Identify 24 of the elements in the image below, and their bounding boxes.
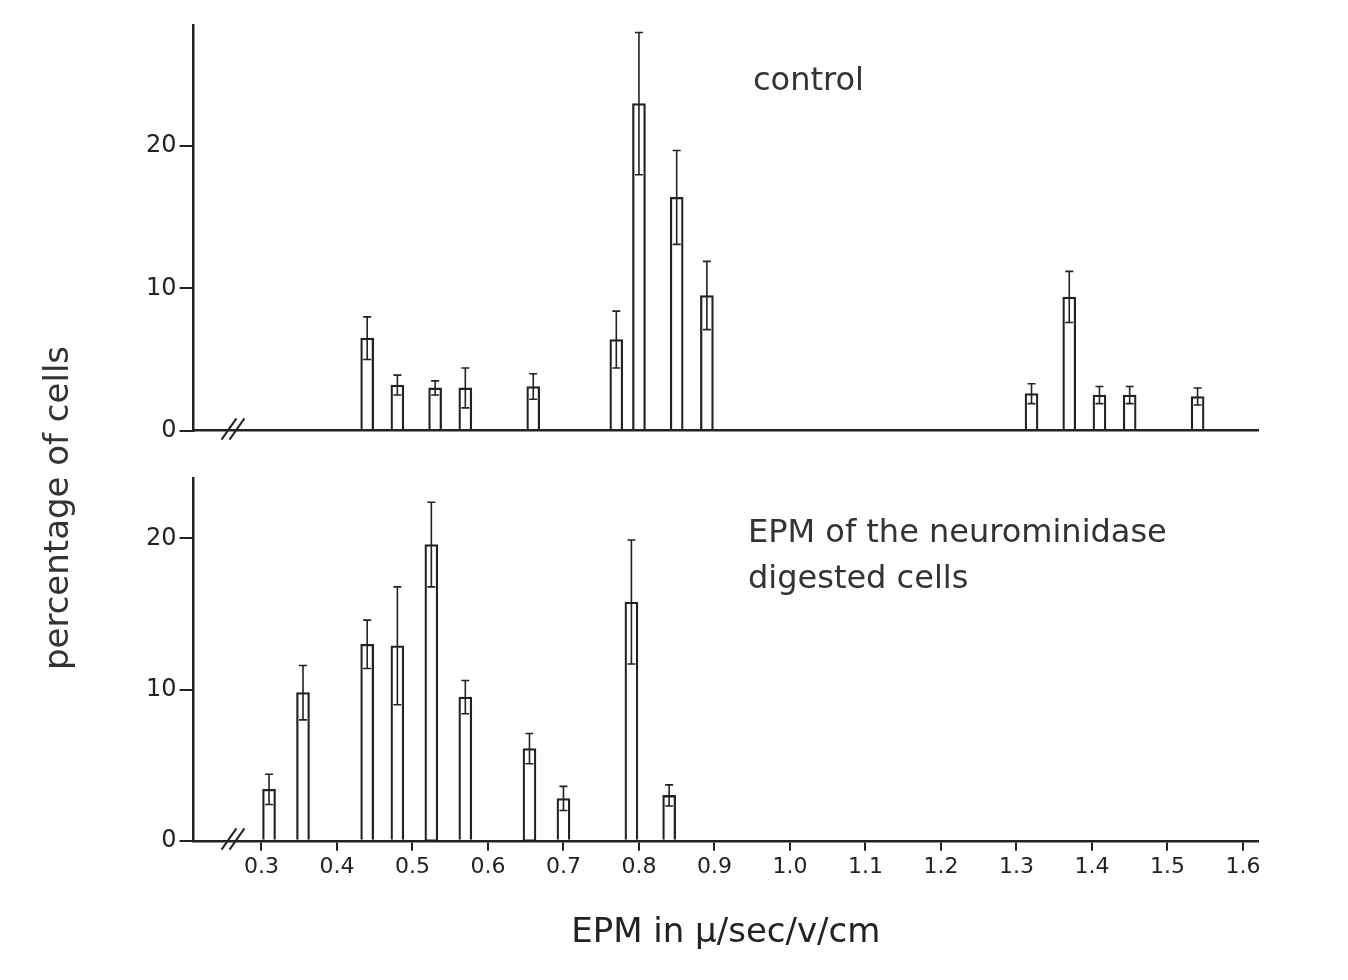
x-tick-label: 0.5 (394, 852, 430, 878)
x-tick-label: 0.4 (319, 852, 355, 878)
y-tick-label: 10 (145, 272, 177, 301)
x-tick-label: 1.4 (1074, 852, 1110, 878)
x-tick-label: 1.0 (772, 852, 808, 878)
x-tick-label: 1.3 (998, 852, 1034, 878)
y-tick-label: 0 (161, 825, 177, 854)
y-tick-label: 20 (145, 522, 177, 551)
x-tick-label: 0.6 (470, 852, 506, 878)
y-tick-label: 20 (145, 130, 177, 159)
y-tick-label: 0 (161, 414, 177, 443)
x-tick-label: 1.5 (1149, 852, 1185, 878)
x-tick-label: 0.8 (621, 852, 657, 878)
annotation: control (753, 59, 864, 98)
x-axis-title: EPM in μ/sec/v/cm (571, 910, 881, 951)
y-axis-title: percentage of cells (36, 345, 77, 671)
x-tick-label: 0.9 (696, 852, 732, 878)
y-tick-label: 10 (145, 673, 177, 702)
x-tick-label: 0.7 (545, 852, 581, 878)
annotation: EPM of the neurominidase digested cells (748, 512, 1167, 597)
x-tick-label: 1.2 (923, 852, 959, 878)
x-tick-label: 0.3 (243, 852, 279, 878)
x-tick-label: 1.6 (1225, 852, 1261, 878)
x-tick-label: 1.1 (847, 852, 883, 878)
